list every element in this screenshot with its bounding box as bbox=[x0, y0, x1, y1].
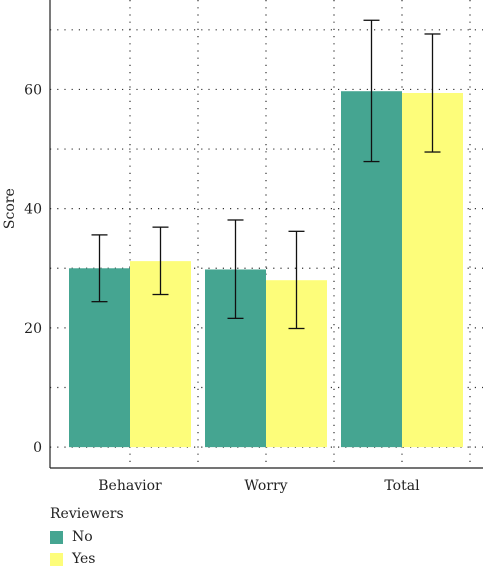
error-bar-yes-total bbox=[424, 33, 441, 153]
error-bar-no-total bbox=[363, 19, 380, 163]
legend-swatch-no bbox=[50, 530, 63, 544]
y-tick-label-20: 20 bbox=[24, 321, 42, 337]
tick-labels: 0 20 40 60 Behavior Worry Total bbox=[24, 82, 420, 494]
legend-label-no: No bbox=[72, 529, 93, 545]
x-tick-label-worry: Worry bbox=[244, 478, 287, 494]
error-bar-no-behavior bbox=[91, 234, 108, 303]
bar-chart: 0 20 40 60 Behavior Worry Total Score bbox=[2, 0, 483, 494]
x-tick-label-total: Total bbox=[384, 478, 420, 494]
y-tick-label-0: 0 bbox=[33, 440, 42, 456]
legend-title: Reviewers bbox=[50, 506, 124, 522]
legend-swatch-yes bbox=[50, 552, 63, 566]
legend: Reviewers No Yes bbox=[50, 506, 124, 570]
error-bar-yes-worry bbox=[288, 230, 305, 330]
x-tick-label-behavior: Behavior bbox=[98, 478, 162, 494]
legend-item-no: No bbox=[50, 526, 124, 548]
y-tick-label-40: 40 bbox=[24, 202, 42, 218]
legend-item-yes: Yes bbox=[50, 548, 124, 570]
error-bars bbox=[91, 19, 441, 330]
y-tick-label-60: 60 bbox=[24, 82, 42, 98]
legend-label-yes: Yes bbox=[72, 551, 96, 567]
axes bbox=[49, 0, 483, 469]
y-axis-label: Score bbox=[2, 188, 18, 229]
error-bar-no-worry bbox=[227, 219, 244, 320]
error-bar-yes-behavior bbox=[152, 226, 169, 296]
